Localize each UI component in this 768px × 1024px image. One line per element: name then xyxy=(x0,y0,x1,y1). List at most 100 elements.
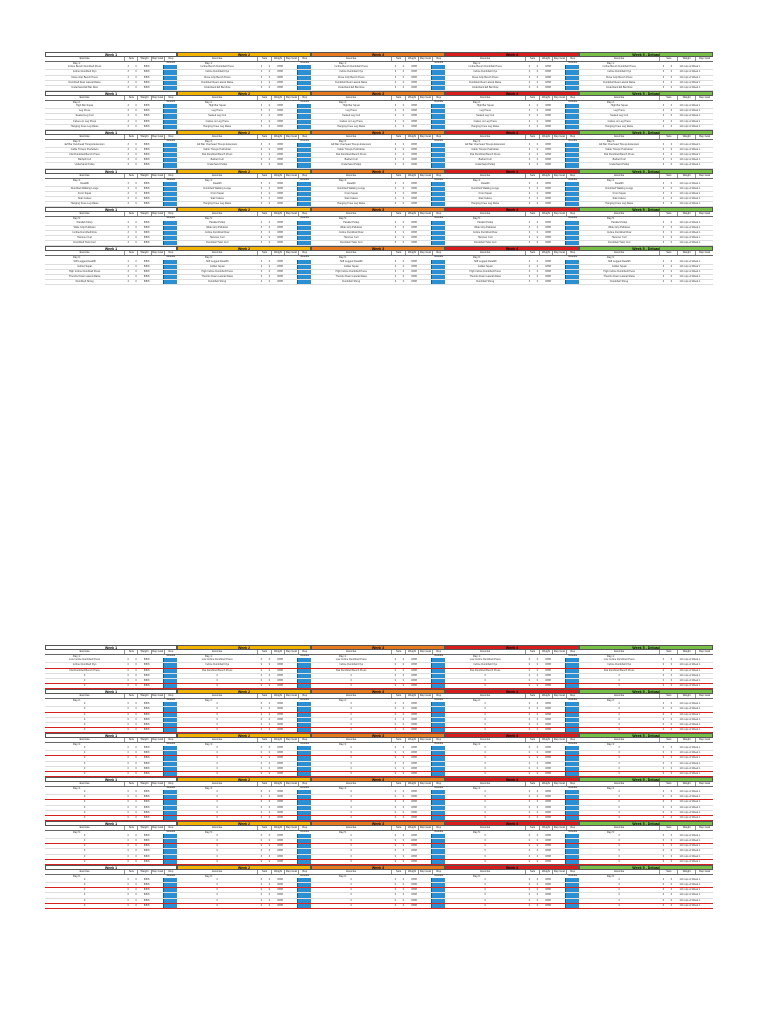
exercise-row[interactable]: Close Grip Bench Press 3 0 8/8/8 xyxy=(177,75,311,81)
rep-results-input[interactable] xyxy=(163,883,177,888)
exercise-row[interactable]: Wide Grip Pulldown 3 0 8/8/8 xyxy=(45,225,177,232)
rep-results-input[interactable] xyxy=(431,795,445,800)
rep-results-input[interactable] xyxy=(297,187,311,192)
rep-results-input[interactable] xyxy=(297,849,311,854)
exercise-row[interactable]: 0 0 0 8/8/8 xyxy=(177,771,311,777)
exercise-row[interactable]: Close Grip Bench Press 3 0 8/8/8 xyxy=(45,75,177,81)
exercise-row[interactable]: Underhand EZ Bar Row 3 0 8/8/8 xyxy=(445,85,579,91)
exercise-row[interactable]: 0 0 0 8/8/8 xyxy=(445,707,579,713)
rep-results-input[interactable] xyxy=(565,280,579,285)
exercise-row[interactable]: Hanging Knee Leg Raise 3 0 8/8/8 xyxy=(45,124,177,130)
rep-results-input[interactable] xyxy=(565,903,579,908)
exercise-row[interactable]: 0 0 0 8/8/8 xyxy=(311,854,445,860)
exercise-row[interactable]: 0 0 0 8/8/8 xyxy=(311,844,445,850)
exercise-row[interactable]: 0 0 0 1/2 reps of Week 1 xyxy=(579,772,713,777)
rep-results-input[interactable] xyxy=(297,683,311,688)
exercise-row[interactable]: 0 0 0 8/8/8 xyxy=(445,888,579,894)
rep-results-input[interactable] xyxy=(431,844,445,849)
exercise-row[interactable]: Dumbbell Twist Curl 3 0 8/8/8 xyxy=(45,241,177,247)
exercise-row[interactable]: 0 0 0 1/2 reps of Week 1 xyxy=(579,702,713,708)
exercise-row[interactable]: 0 0 0 8/8/8 xyxy=(311,898,445,904)
rep-results-input[interactable] xyxy=(565,761,579,766)
exercise-row[interactable]: 0 0 0 8/8/8 xyxy=(177,859,311,865)
rep-results-input[interactable] xyxy=(565,854,579,859)
rep-results-input[interactable] xyxy=(431,280,445,285)
exercise-row[interactable]: 0 0 0 8/8/8 xyxy=(45,810,177,816)
rep-results-input[interactable] xyxy=(163,859,177,864)
exercise-row[interactable]: 0 0 0 8/8/8 xyxy=(45,673,177,679)
rep-results-input[interactable] xyxy=(565,790,579,795)
rep-results-input[interactable] xyxy=(297,727,311,732)
exercise-row[interactable]: Leg Press 3 0 8/8/8 xyxy=(445,109,579,115)
rep-results-input[interactable] xyxy=(431,854,445,859)
rep-results-input[interactable] xyxy=(297,259,311,264)
exercise-row[interactable]: Hammer Curl 3 0 1/2 reps of Week 1 xyxy=(579,236,713,242)
exercise-row[interactable]: 0 0 0 8/8/8 xyxy=(177,717,311,723)
rep-results-input[interactable] xyxy=(297,766,311,771)
exercise-row[interactable]: Hanging Knee Leg Raise 3 0 8/8/8 xyxy=(311,202,445,208)
rep-results-input[interactable] xyxy=(297,158,311,163)
rep-results-input[interactable] xyxy=(163,280,177,285)
rep-results-input[interactable] xyxy=(297,109,311,114)
rep-results-input[interactable] xyxy=(565,839,579,844)
exercise-row[interactable]: Incline Dumbbell Row 3 0 8/8/8 xyxy=(311,231,445,237)
rep-results-input[interactable] xyxy=(431,893,445,898)
exercise-row[interactable]: 0 0 0 8/8/8 xyxy=(45,878,177,884)
exercise-row[interactable]: 0 0 0 8/8/8 xyxy=(45,898,177,904)
rep-results-input[interactable] xyxy=(431,766,445,771)
rep-results-input[interactable] xyxy=(163,158,177,163)
rep-results-input[interactable] xyxy=(163,153,177,158)
rep-results-input[interactable] xyxy=(565,859,579,864)
exercise-row[interactable]: 0 0 0 8/8/8 xyxy=(45,717,177,723)
exercise-row[interactable]: 0 0 0 8/8/8 xyxy=(177,898,311,904)
rep-results-input[interactable] xyxy=(297,220,311,225)
exercise-row[interactable]: 0 0 0 8/8/8 xyxy=(445,883,579,889)
rep-results-input[interactable] xyxy=(297,65,311,70)
rep-results-input[interactable] xyxy=(297,231,311,236)
exercise-row[interactable]: 0 0 0 8/8/8 xyxy=(177,673,311,679)
exercise-row[interactable]: Front Squat 3 0 8/8/8 xyxy=(177,192,311,198)
exercise-row[interactable]: Dumbbell Twist Curl 3 0 8/8/8 xyxy=(445,241,579,247)
exercise-row[interactable]: 0 0 0 8/8/8 xyxy=(45,761,177,767)
rep-results-input[interactable] xyxy=(565,241,579,246)
exercise-row[interactable]: Barbell Curl 3 0 1/2 reps of Week 1 xyxy=(579,158,713,164)
exercise-row[interactable]: Dumbbell Walking Lunge 3 0 8/8/8 xyxy=(445,187,579,193)
rep-results-input[interactable] xyxy=(163,810,177,815)
exercise-row[interactable]: Leg Press 3 0 8/8/8 xyxy=(45,109,177,115)
exercise-row[interactable]: 0 0 0 8/8/8 xyxy=(177,903,311,909)
exercise-row[interactable]: 0 0 0 8/8/8 xyxy=(45,751,177,757)
exercise-row[interactable]: 0 0 0 8/8/8 xyxy=(177,800,311,806)
rep-results-input[interactable] xyxy=(297,280,311,285)
rep-results-input[interactable] xyxy=(163,236,177,241)
rep-results-input[interactable] xyxy=(297,722,311,727)
exercise-row[interactable]: 0 0 0 8/8/8 xyxy=(445,834,579,840)
rep-results-input[interactable] xyxy=(297,702,311,707)
exercise-row[interactable]: 0 0 0 8/8/8 xyxy=(445,844,579,850)
exercise-row[interactable]: Underhand Pullup 3 0 8/8/8 xyxy=(45,163,177,169)
rep-results-input[interactable] xyxy=(565,269,579,274)
exercise-row[interactable]: 0 0 0 1/2 reps of Week 1 xyxy=(579,728,713,733)
rep-results-input[interactable] xyxy=(431,75,445,80)
rep-results-input[interactable] xyxy=(163,163,177,168)
exercise-row[interactable]: Incline Bench Dumbbell Press 3 0 8/8/8 xyxy=(311,65,445,71)
rep-results-input[interactable] xyxy=(431,678,445,683)
exercise-row[interactable]: 0 0 0 8/8/8 xyxy=(311,702,445,708)
rep-results-input[interactable] xyxy=(565,678,579,683)
rep-results-input[interactable] xyxy=(565,834,579,839)
exercise-row[interactable]: 0 0 0 8/8/8 xyxy=(45,707,177,713)
exercise-row[interactable]: 0 0 0 1/2 reps of Week 1 xyxy=(579,684,713,689)
exercise-row[interactable]: Cable Triceps Pushdown 3 0 8/8/8 xyxy=(45,148,177,154)
exercise-row[interactable]: Cable Triceps Pushdown 3 0 8/8/8 xyxy=(311,148,445,154)
rep-results-input[interactable] xyxy=(431,202,445,207)
exercise-row[interactable]: 0 0 0 8/8/8 xyxy=(177,810,311,816)
rep-results-input[interactable] xyxy=(163,834,177,839)
exercise-row[interactable]: Goblet Squat 3 0 8/8/8 xyxy=(311,264,445,270)
exercise-row[interactable]: High Incline Dumbbell Press 3 0 8/8/8 xyxy=(445,269,579,275)
exercise-row[interactable]: Stair Calves 3 0 8/8/8 xyxy=(45,197,177,203)
exercise-row[interactable]: 0 0 0 8/8/8 xyxy=(177,815,311,821)
rep-results-input[interactable] xyxy=(163,712,177,717)
exercise-row[interactable]: Wide Grip Pulldown 3 0 8/8/8 xyxy=(177,225,311,232)
exercise-row[interactable]: Close Grip Bench Press 3 0 8/8/8 xyxy=(445,75,579,81)
rep-results-input[interactable] xyxy=(163,898,177,903)
exercise-row[interactable]: 0 0 0 8/8/8 xyxy=(177,878,311,884)
